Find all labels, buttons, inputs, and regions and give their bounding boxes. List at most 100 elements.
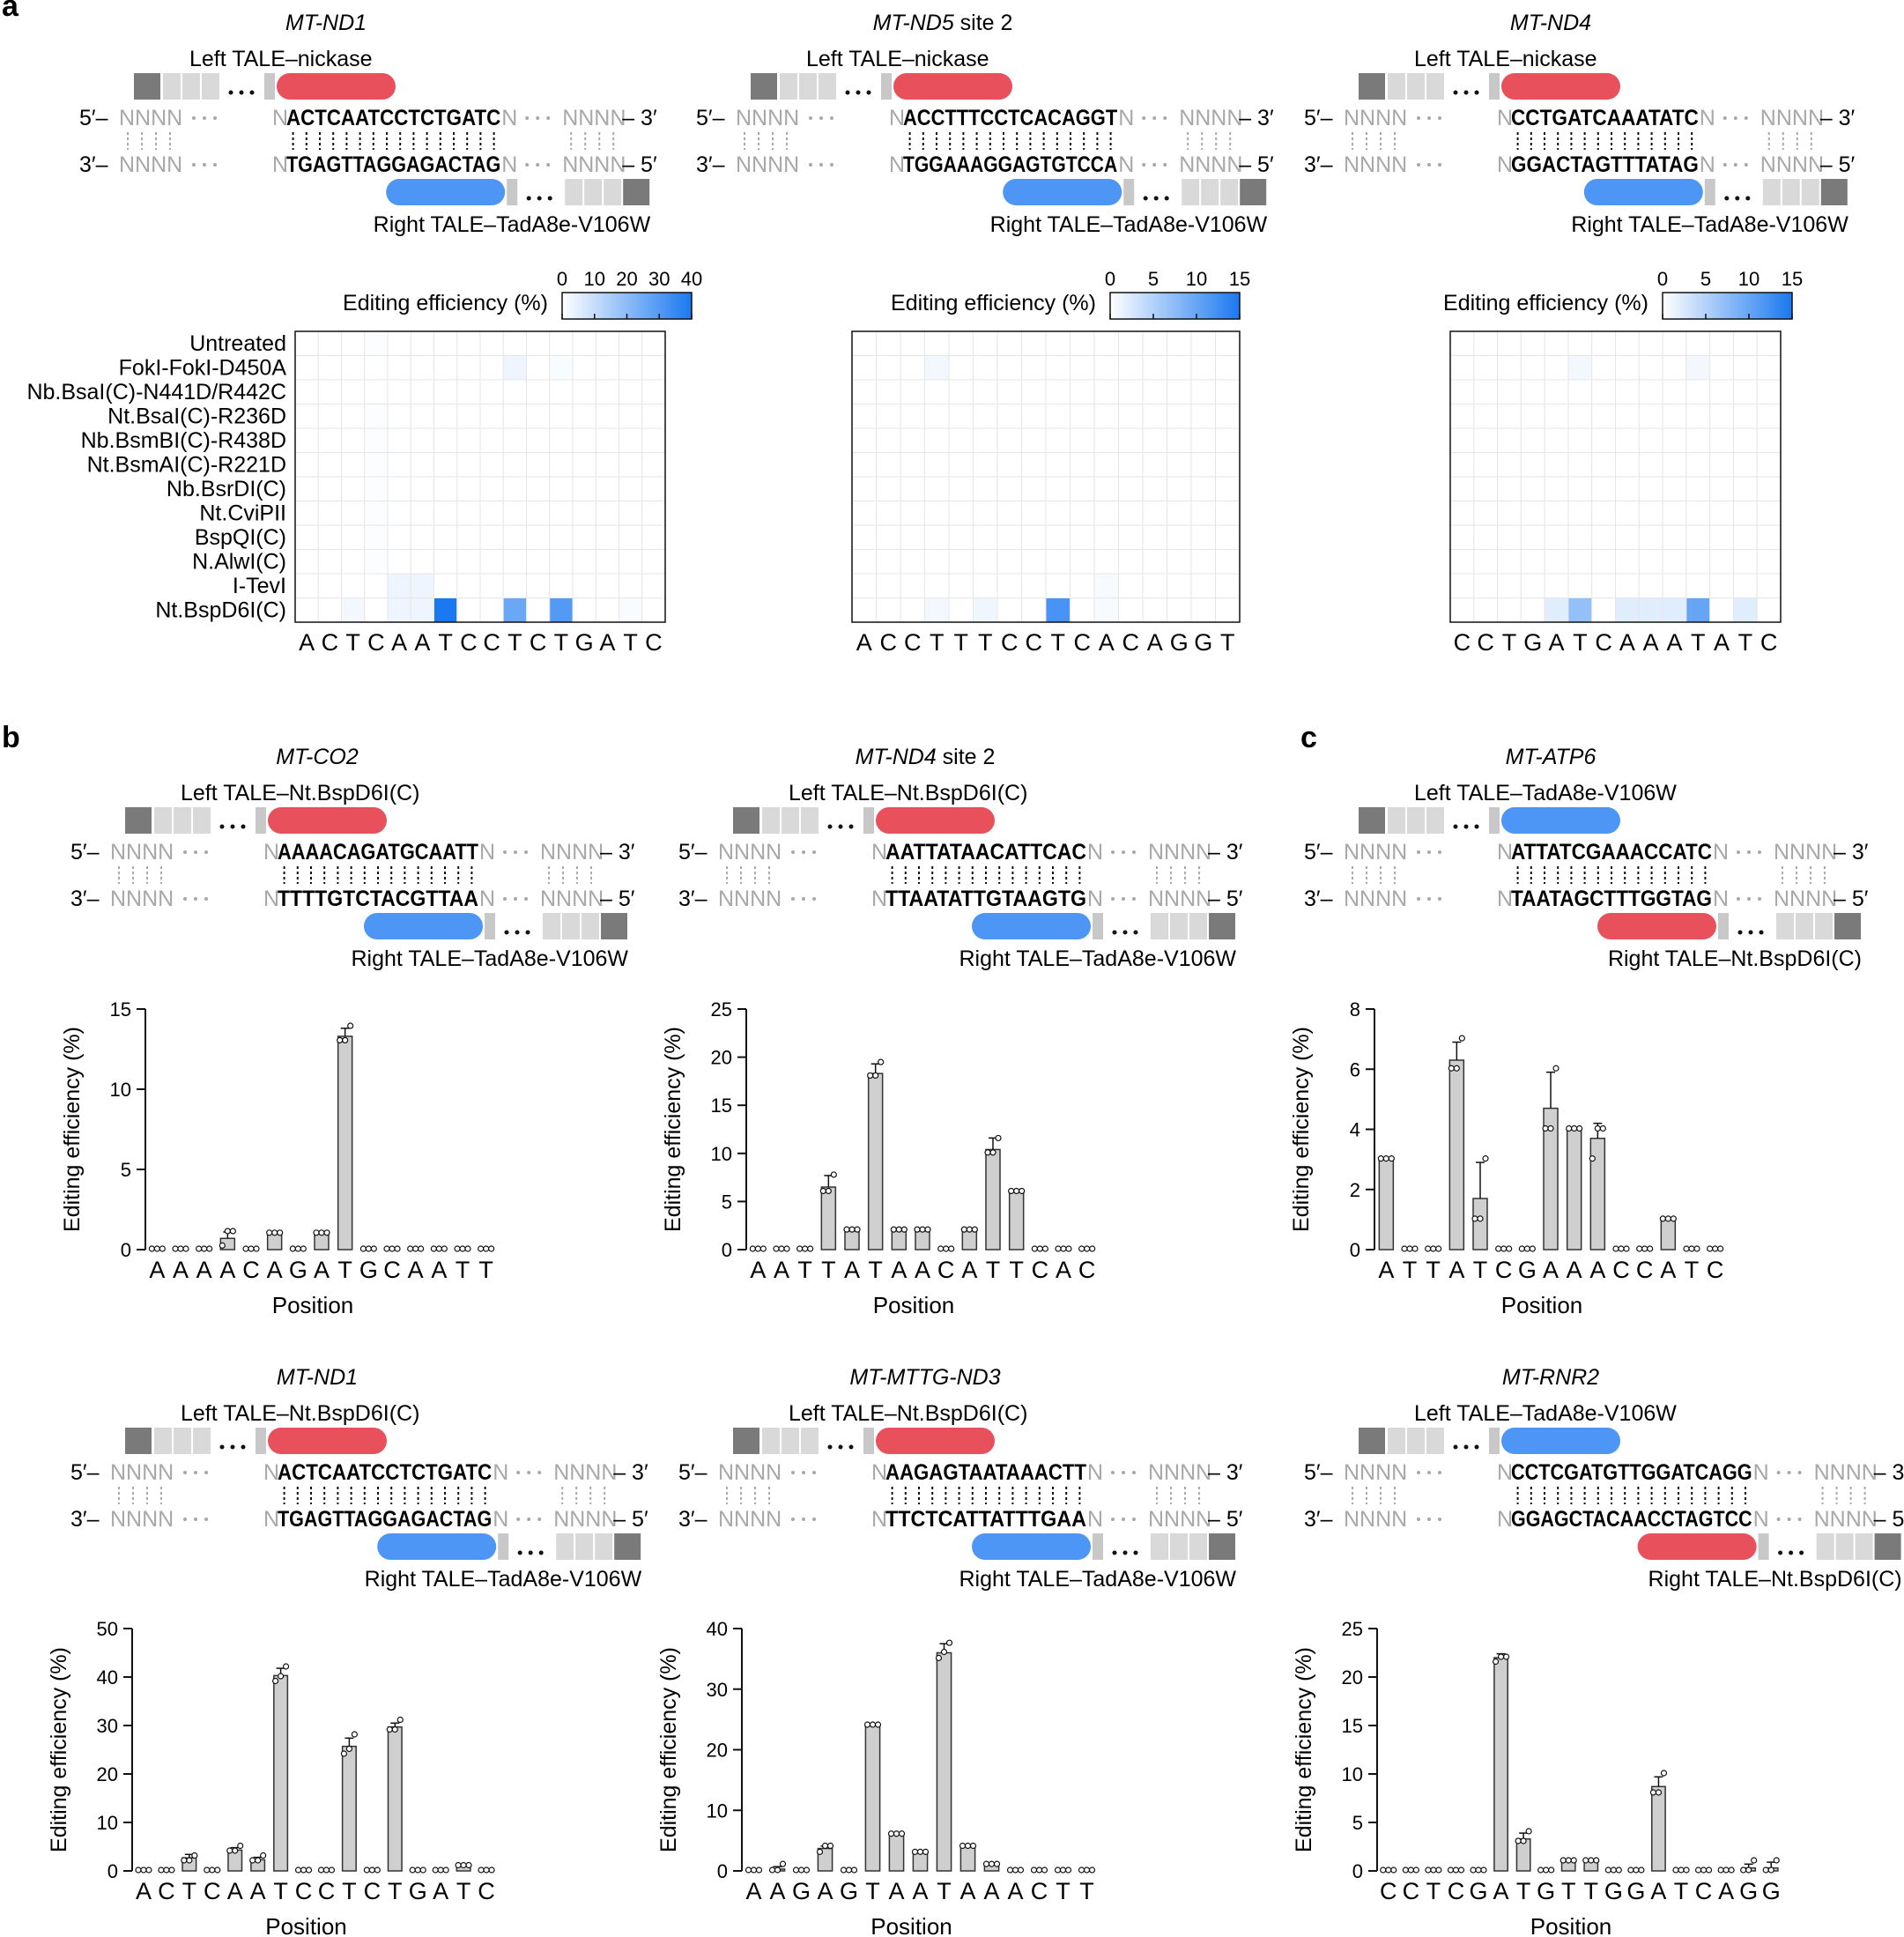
data-point [1659, 1215, 1666, 1222]
site-title-gene: MT-ND1 [285, 11, 367, 35]
column-label: C [483, 629, 500, 656]
ellipsis-dot [838, 1444, 843, 1450]
heatmap-cell [1473, 330, 1499, 356]
site-title-gene: MT-ATP6 [1506, 745, 1597, 769]
heatmap-cell [1167, 597, 1192, 623]
heatmap-cell [1756, 524, 1782, 550]
site-title: MT-RNR2 [1502, 1365, 1599, 1390]
heatmap-cell [317, 404, 342, 429]
heatmap-cell [479, 549, 504, 575]
heatmap-cell [641, 379, 666, 404]
x-tick-label: A [1718, 1878, 1734, 1904]
right-tale-label: Right TALE–TadA8e-V106W [374, 212, 651, 237]
heatmap-cell [973, 573, 998, 598]
bar [959, 1845, 976, 1872]
ellipsis-dot [1737, 930, 1743, 935]
heatmap-cell [526, 427, 551, 453]
three-prime-label: 3′– [1304, 887, 1333, 911]
data-point [226, 1847, 233, 1854]
heatmap-cell [1685, 573, 1711, 598]
heatmap-cell [851, 379, 877, 404]
data-point [478, 1245, 485, 1252]
x-tick-label: G [1604, 1878, 1623, 1904]
x-tick-label: G [792, 1878, 811, 1904]
data-point [1542, 1124, 1549, 1132]
three-prime-label: 3′– [678, 1507, 708, 1532]
heatmap-cell [1497, 549, 1522, 575]
heatmap-cell [1662, 330, 1687, 356]
heatmap-cell [526, 549, 551, 575]
x-tick-label: C [295, 1878, 313, 1904]
data-point [1013, 1187, 1020, 1195]
data-point [1700, 1866, 1708, 1874]
data-point [869, 1721, 877, 1728]
bottom-strand-sequence: GGACTAGTTTATAG [1511, 152, 1699, 177]
data-point [204, 1866, 211, 1874]
data-point [1515, 1837, 1522, 1844]
heatmap-cell [1215, 573, 1241, 598]
data-point [1425, 1245, 1432, 1252]
heatmap-cell [1045, 330, 1071, 356]
x-tick-label: A [1660, 1257, 1676, 1283]
heatmap-cell [1449, 330, 1475, 356]
heatmap-cell [1709, 427, 1734, 453]
bar [387, 1725, 403, 1872]
five-prime-label: 5′– [678, 840, 708, 865]
data-point [745, 1866, 752, 1874]
heatmap-cell [924, 404, 950, 429]
heatmap-cell [433, 330, 458, 356]
gap-dot [1797, 1518, 1802, 1521]
data-point [359, 1245, 367, 1252]
heatmap-cell [1045, 501, 1071, 526]
data-point [1722, 1866, 1730, 1874]
bottom-strand-sequence: GGAGCTACAACCTAGTCC [1511, 1507, 1752, 1532]
heatmap-cell [479, 355, 504, 381]
heatmap-cell [619, 379, 643, 404]
data-point [1388, 1155, 1395, 1162]
heatmap-cell [341, 476, 366, 501]
data-point [1492, 1658, 1500, 1666]
heatmap-cell [1544, 427, 1569, 453]
heatmap-cell [479, 330, 504, 356]
column-label: T [507, 629, 522, 656]
gap-dot [194, 897, 197, 901]
heatmap-cell [549, 427, 574, 453]
column-label: C [322, 629, 339, 656]
data-point [277, 1229, 284, 1236]
data-point [432, 1866, 439, 1874]
heatmap-cell [595, 355, 619, 381]
heatmap-cell [1045, 355, 1071, 381]
heatmap-cell [973, 476, 998, 501]
ellipsis-dot [1463, 824, 1469, 829]
heatmap-cell [1756, 573, 1782, 598]
data-point [1457, 1866, 1465, 1874]
heatmap-cell [341, 501, 366, 526]
heatmap-cell [1215, 330, 1241, 356]
heatmap-cell [549, 379, 574, 404]
heatmap-cell [1567, 379, 1593, 404]
heatmap-cell [456, 549, 481, 575]
heatmap-cell [1215, 379, 1241, 404]
heatmap-cell [1093, 452, 1119, 478]
heatmap-frame [851, 330, 1241, 623]
heatmap-cell [1021, 330, 1047, 356]
bar [915, 1229, 930, 1251]
five-prime-label: 5′– [678, 1460, 708, 1485]
n-spacer: NNNN [110, 1460, 174, 1485]
site-title: MT-ND4 [1510, 11, 1591, 35]
gap-dot [1152, 116, 1157, 120]
x-tick-label: A [408, 1257, 424, 1283]
gap-dot [537, 1471, 542, 1474]
gap-dot [527, 1518, 531, 1521]
data-point [922, 1848, 930, 1855]
heatmap-cell [410, 573, 434, 598]
x-tick-label: T [342, 1878, 357, 1904]
heatmap-cell [1118, 379, 1144, 404]
y-tick-label: 5 [1352, 1812, 1363, 1834]
heatmap-cell [433, 404, 458, 429]
heatmap-cell [619, 549, 643, 575]
ellipsis-dot [1112, 930, 1117, 935]
n-spacer: NNNN [1774, 840, 1837, 865]
n-base: N [1753, 1507, 1769, 1532]
